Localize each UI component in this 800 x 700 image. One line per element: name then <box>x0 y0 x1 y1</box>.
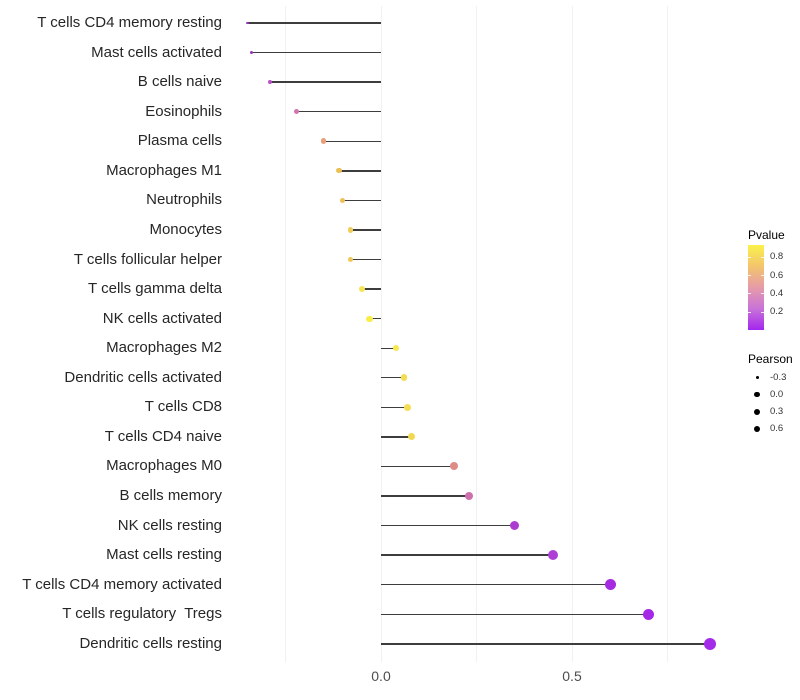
lollipop-dot <box>294 109 300 115</box>
category-label: Macrophages M0 <box>106 457 222 475</box>
pvalue-gradient-bar <box>748 245 764 330</box>
lollipop-segment <box>369 317 381 320</box>
pearson-legend-label: 0.0 <box>770 388 784 400</box>
category-label: Macrophages M2 <box>106 339 222 357</box>
category-label: B cells naive <box>137 73 222 91</box>
category-label: Monocytes <box>149 220 222 238</box>
lollipop-segment <box>381 347 397 349</box>
pearson-legend-dot <box>754 391 760 397</box>
category-label: NK cells activated <box>102 309 222 327</box>
gridline <box>667 6 668 662</box>
lollipop-segment <box>350 229 381 231</box>
pvalue-legend-title: Pvalue <box>748 228 785 242</box>
lollipop-dot <box>449 462 458 471</box>
x-axis-tick-label: 0.0 <box>371 668 391 684</box>
pvalue-bar-tick-mark <box>761 311 764 313</box>
lollipop-dot <box>347 227 354 233</box>
lollipop-dot <box>336 168 342 174</box>
category-label: Neutrophils <box>146 191 222 209</box>
pvalue-bar-tick-mark <box>748 275 751 277</box>
lollipop-segment <box>270 81 381 83</box>
gridline <box>571 6 573 662</box>
lollipop-segment <box>251 51 381 54</box>
lollipop-dot <box>404 403 412 411</box>
lollipop-dot <box>347 256 354 263</box>
category-label: T cells follicular helper <box>73 250 222 268</box>
pearson-legend-label: 0.6 <box>770 423 784 435</box>
category-label: B cells memory <box>119 487 222 505</box>
pearson-legend-label: -0.3 <box>770 371 787 383</box>
category-label: Plasma cells <box>137 132 222 150</box>
pvalue-tick-label: 0.8 <box>770 251 784 263</box>
pearson-legend-dot <box>753 425 761 433</box>
lollipop-segment <box>381 554 553 556</box>
lollipop-dot <box>358 286 365 293</box>
gridline <box>380 6 382 662</box>
lollipop-segment <box>381 465 454 468</box>
pvalue-bar-tick-mark <box>761 256 764 258</box>
lollipop-segment <box>296 110 381 113</box>
lollipop-dot <box>464 491 474 501</box>
lollipop-segment <box>247 22 381 24</box>
lollipop-dot <box>366 315 373 322</box>
category-label: Dendritic cells resting <box>79 634 222 652</box>
lollipop-segment <box>381 406 408 409</box>
category-label: Mast cells resting <box>106 546 222 564</box>
gridline <box>285 6 286 662</box>
category-label: T cells CD4 memory resting <box>37 14 222 31</box>
category-label: T cells gamma delta <box>88 280 222 298</box>
lollipop-dot <box>268 80 273 85</box>
pvalue-tick-label: 0.6 <box>770 269 784 281</box>
lollipop-segment <box>381 584 611 586</box>
category-label: Mast cells activated <box>91 43 222 61</box>
pearson-legend-title: Pearson <box>748 352 793 366</box>
category-label: T cells CD8 <box>144 398 222 416</box>
lollipop-segment <box>381 524 515 527</box>
pvalue-tick-label: 0.2 <box>770 306 784 318</box>
lollipop-dot <box>320 138 327 145</box>
lollipop-segment <box>381 436 412 438</box>
lollipop-dot <box>642 608 655 620</box>
category-label: Dendritic cells activated <box>64 368 222 386</box>
x-axis-tick-label: 0.5 <box>562 668 582 684</box>
pearson-legend-label: 0.3 <box>770 406 784 418</box>
lollipop-segment <box>350 258 381 261</box>
lollipop-segment <box>381 643 710 645</box>
lollipop-segment <box>381 495 469 497</box>
lollipop-segment <box>338 170 381 172</box>
lollipop-segment <box>323 140 381 142</box>
pvalue-bar-tick-mark <box>748 256 751 258</box>
lollipop-segment <box>381 613 649 615</box>
lollipop-dot <box>340 197 346 204</box>
lollipop-dot <box>400 374 408 382</box>
pearson-legend-dot <box>754 408 760 415</box>
lollipop-dot <box>703 637 716 650</box>
pearson-legend-dot <box>755 375 759 379</box>
pvalue-bar-tick-mark <box>761 275 764 277</box>
lollipop-segment <box>342 199 381 202</box>
pvalue-bar-tick-mark <box>748 311 751 313</box>
category-label: Eosinophils <box>145 102 222 120</box>
category-label: T cells CD4 memory activated <box>22 575 222 593</box>
category-label: T cells regulatory Tregs <box>62 605 222 623</box>
lollipop-segment <box>381 377 404 379</box>
lollipop-dot <box>604 579 616 591</box>
gridline <box>476 6 477 662</box>
lollipop-segment <box>361 288 381 290</box>
pvalue-bar-tick-mark <box>761 293 764 295</box>
category-label: Macrophages M1 <box>106 161 222 179</box>
lollipop-dot <box>245 21 249 25</box>
lollipop-dot <box>510 520 520 531</box>
lollipop-dot <box>407 433 416 441</box>
pvalue-bar-tick-mark <box>748 293 751 295</box>
lollipop-dot <box>547 550 558 561</box>
category-label: NK cells resting <box>117 516 222 534</box>
pvalue-tick-label: 0.4 <box>770 287 784 299</box>
lollipop-dot <box>249 50 253 55</box>
category-label: T cells CD4 naive <box>104 427 222 445</box>
lollipop-dot <box>393 345 400 352</box>
